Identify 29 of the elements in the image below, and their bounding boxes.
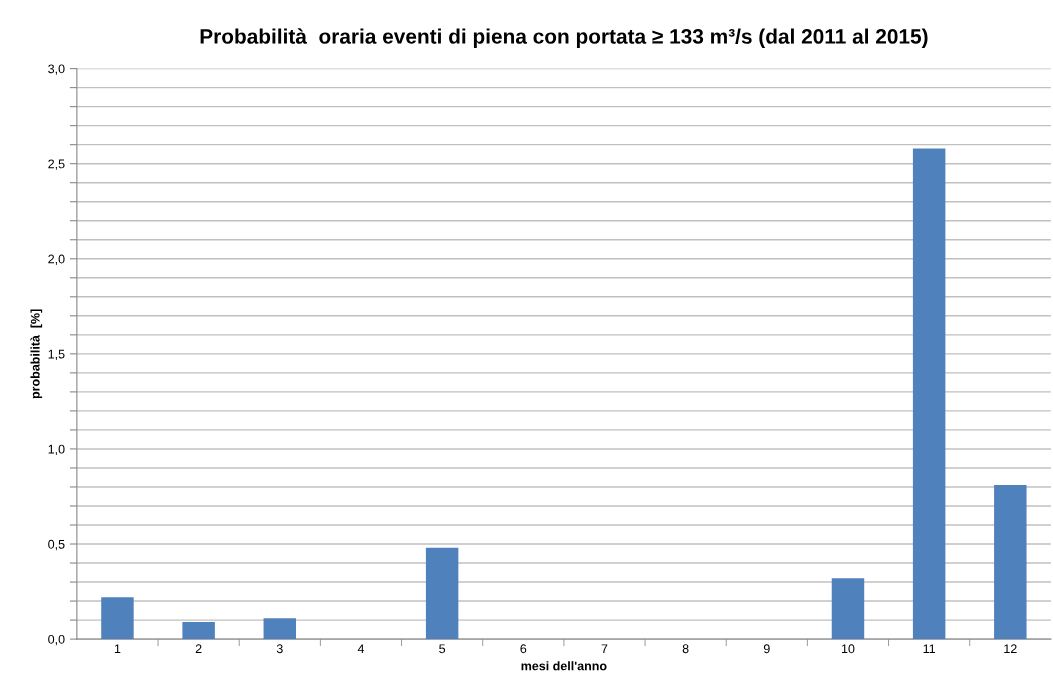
x-tick-label: 12 xyxy=(1004,644,1017,654)
bar xyxy=(263,618,297,640)
x-tick-label: 4 xyxy=(357,644,365,654)
bar xyxy=(425,547,459,640)
x-tick-label: 2 xyxy=(195,644,202,654)
x-tick-label: 5 xyxy=(439,644,446,654)
x-tick-label: 9 xyxy=(763,644,770,654)
x-tick-label: 10 xyxy=(841,644,855,654)
bar xyxy=(831,578,865,640)
bar xyxy=(994,485,1027,640)
bar xyxy=(182,621,215,640)
x-axis-title: mesi dell'anno xyxy=(521,661,607,671)
y-axis-title: probabilità [%] xyxy=(30,309,43,399)
chart-title: Probabilità oraria eventi di piena con portata ≥ 133 m³/s (dal 2011 al 2015) xyxy=(200,28,928,48)
y-tick-label: 2,5 xyxy=(48,159,65,170)
x-tick-label: 7 xyxy=(601,644,608,654)
y-tick-label: 1,0 xyxy=(48,444,65,456)
x-tick-label: 8 xyxy=(682,644,689,654)
y-tick-label: 0,5 xyxy=(48,539,65,551)
y-tick-label: 3,0 xyxy=(48,64,65,75)
x-tick-label: 1 xyxy=(114,644,121,654)
y-tick-label: 2,0 xyxy=(48,254,65,265)
x-tick-label: 11 xyxy=(923,644,936,654)
y-tick-label: 1,5 xyxy=(48,349,65,360)
bar xyxy=(912,148,946,640)
x-tick-label: 3 xyxy=(276,644,283,654)
x-tick-label: 6 xyxy=(520,644,527,654)
bar xyxy=(101,597,134,640)
y-tick-label: 0,0 xyxy=(48,634,65,646)
